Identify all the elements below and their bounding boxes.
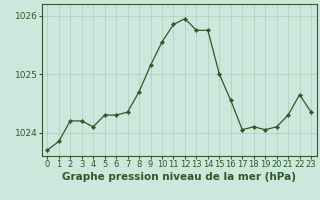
X-axis label: Graphe pression niveau de la mer (hPa): Graphe pression niveau de la mer (hPa) <box>62 172 296 182</box>
